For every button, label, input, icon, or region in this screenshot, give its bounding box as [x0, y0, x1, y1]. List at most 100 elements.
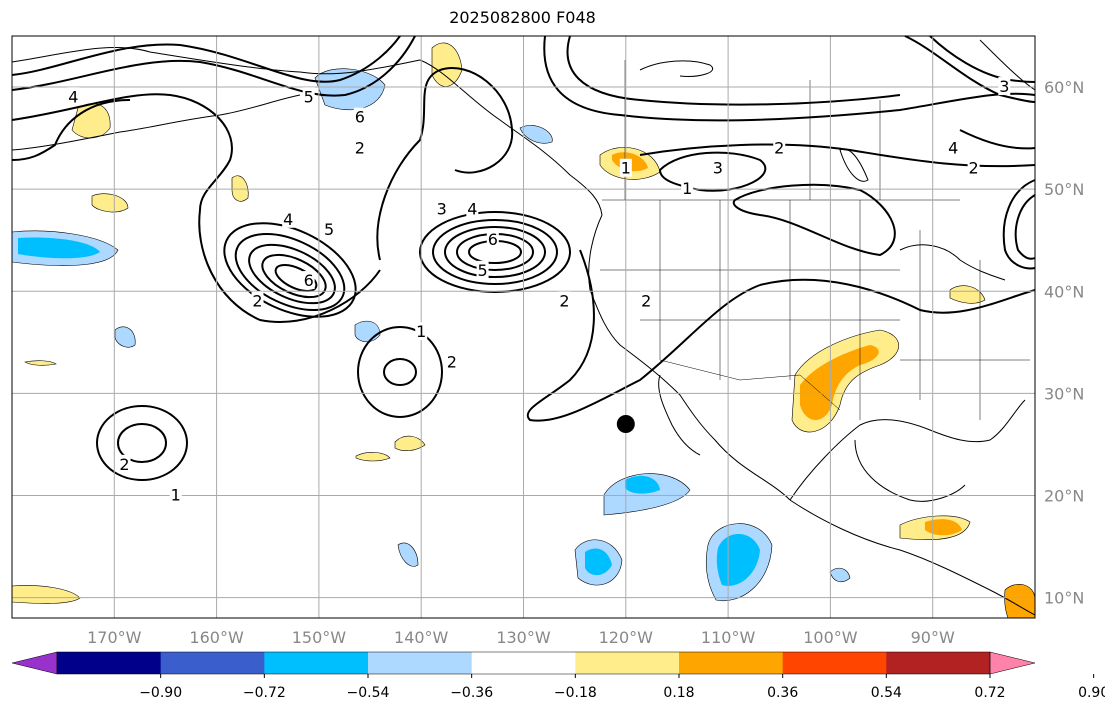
coastline-greatlakes [899, 244, 1006, 281]
contour-label-bg [640, 291, 653, 310]
lon-tick-label: 170°W [87, 628, 142, 647]
lon-tick-label: 150°W [292, 628, 347, 647]
contour-label: 6 [488, 230, 498, 249]
coastline-aleutians [11, 94, 301, 151]
contour-line [566, 35, 901, 106]
contour-label-bg [681, 179, 694, 198]
shade-patch [18, 237, 100, 259]
contour-line [274, 264, 318, 292]
shade-patch [24, 360, 57, 366]
gridlines [12, 36, 1035, 618]
contour-label: 6 [304, 271, 314, 290]
lon-tick-label: 110°W [701, 628, 756, 647]
colorbar-tick-labels: −0.90 −0.72 −0.54 −0.36 −0.18 0.18 0.36 0.54 0.7… [139, 674, 1105, 701]
lon-tick-label: 140°W [394, 628, 449, 647]
contour-label-bg [476, 260, 489, 279]
contour-line [383, 358, 417, 386]
colorbar-tick-label: 0.54 [871, 685, 902, 701]
colorbar-tick-label: 0.72 [974, 685, 1005, 701]
contour-label-bg [118, 454, 131, 473]
contour-label: 2 [252, 291, 262, 310]
contour-label-bg [619, 158, 632, 177]
contour-line [11, 99, 131, 161]
contour-label: 4 [283, 210, 293, 229]
colorbar-segment [782, 652, 887, 674]
lat-tick-label: 30°N [1044, 384, 1084, 403]
contour-line [444, 226, 546, 278]
colorbar-tick-label: −0.36 [450, 685, 493, 701]
colorbar-tick-label: 0.18 [663, 685, 694, 701]
lat-tick-label: 50°N [1044, 180, 1084, 199]
coastline-yucatan [854, 439, 966, 502]
contour-label: 2 [559, 291, 569, 310]
contour-label: 1 [416, 322, 426, 341]
colorbar [11, 651, 1036, 675]
contour-label-bg [251, 291, 264, 310]
colorbar-extend-low [11, 651, 58, 675]
contour-line [526, 249, 761, 422]
contour-label-bg [302, 271, 315, 290]
colorbar-tick-label: −0.54 [347, 685, 390, 701]
contour-label-bg [67, 87, 80, 106]
colorbar-tick-label: −0.90 [139, 685, 182, 701]
coastline-westcoast [588, 214, 791, 501]
contour-line [658, 151, 767, 192]
contour-line [11, 35, 416, 97]
contour-line [248, 243, 336, 305]
contour-label: 6 [355, 108, 365, 127]
contour-label-bg [445, 352, 458, 371]
coastline-alaska [11, 47, 603, 216]
colorbar-segment [886, 652, 991, 674]
contour-line [96, 405, 188, 481]
shade-patch [949, 285, 986, 304]
map-frame [11, 35, 1036, 619]
colorbar-extend-high [989, 651, 1036, 675]
contour-line [234, 233, 346, 311]
shade-patch [394, 435, 426, 451]
contour-label: 4 [68, 87, 78, 106]
lon-tick-labels: 170°W 160°W 150°W 140°W 130°W 120°W 110°W 100°W… [87, 628, 955, 647]
shade-patch [11, 585, 81, 604]
colorbar-segment [57, 652, 162, 674]
contours [11, 35, 1036, 481]
contour-line [11, 93, 233, 211]
colorbar-tick-label: −0.18 [554, 685, 597, 701]
location-marker [616, 415, 635, 433]
contour-label-bg [302, 87, 315, 106]
contour-label-bg [773, 138, 786, 157]
shade-patch [114, 326, 136, 348]
shade-patch [800, 345, 879, 420]
colorbar-tick-label: 0.36 [767, 685, 798, 701]
contour-line [223, 222, 357, 318]
contour-label: 1 [171, 485, 181, 504]
colorbar-outline [56, 651, 991, 675]
shade-patch [829, 567, 851, 583]
contour-label-bg [435, 199, 448, 218]
contour-line [432, 219, 558, 285]
contour-label: 1 [621, 159, 631, 178]
lon-tick-label: 90°W [911, 628, 955, 647]
contour-line [543, 35, 1036, 122]
contour-line [959, 129, 1036, 150]
contour-label: 2 [969, 159, 979, 178]
shade-patch [91, 193, 129, 213]
shade-patch [585, 548, 612, 576]
contour-line [117, 423, 167, 463]
contour-label-bg [466, 199, 479, 218]
contour-label-bg [415, 322, 428, 341]
contour-label: 5 [324, 220, 334, 239]
shade-patch [925, 519, 962, 536]
colorbar-segment [575, 652, 680, 674]
coastline-arctic [639, 60, 713, 77]
colorbar-segment [471, 652, 576, 674]
contour-line [376, 67, 514, 261]
contour-line [11, 35, 401, 83]
lon-tick-label: 160°W [189, 628, 244, 647]
shade-patch [355, 452, 391, 462]
shade-patch [354, 320, 381, 343]
contour-label-bg [558, 291, 571, 310]
contour-label: 3 [999, 77, 1009, 96]
shade-patch [625, 475, 660, 494]
contour-label: 2 [119, 455, 129, 474]
colorbar-tick-label: −0.72 [243, 685, 286, 701]
